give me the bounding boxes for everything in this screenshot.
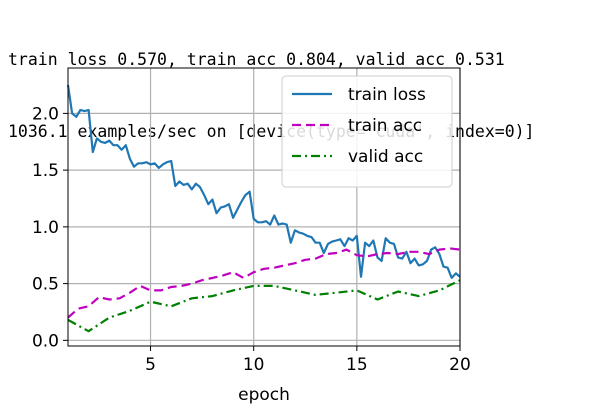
legend-label: train loss <box>348 85 426 105</box>
train-loss-line <box>66 84 461 279</box>
axis-ticks: 5 10 15 20 0.0 0.5 1.0 1.5 2.0 <box>32 104 471 375</box>
x-tick-label: 5 <box>145 355 156 375</box>
series-layer <box>66 84 461 333</box>
y-tick-label: 2.0 <box>32 104 59 124</box>
valid-acc-line <box>67 279 461 333</box>
y-tick-label: 0.0 <box>32 331 59 351</box>
y-tick-label: 1.0 <box>32 218 59 238</box>
legend-label: valid acc <box>348 147 423 167</box>
legend-box <box>281 75 453 188</box>
train-acc-line <box>67 247 461 319</box>
x-axis-label: epoch <box>238 385 290 405</box>
legend-label: train acc <box>348 116 422 136</box>
y-tick-label: 1.5 <box>32 161 59 181</box>
x-tick-label: 10 <box>243 355 265 375</box>
legend: train loss train acc valid acc <box>281 75 453 188</box>
training-metrics-line: train loss 0.570, train acc 0.804, valid… <box>8 50 505 69</box>
y-tick-label: 0.5 <box>32 275 59 295</box>
x-tick-label: 15 <box>346 355 368 375</box>
plot-frame <box>67 67 461 347</box>
x-tick-label: 20 <box>449 355 471 375</box>
